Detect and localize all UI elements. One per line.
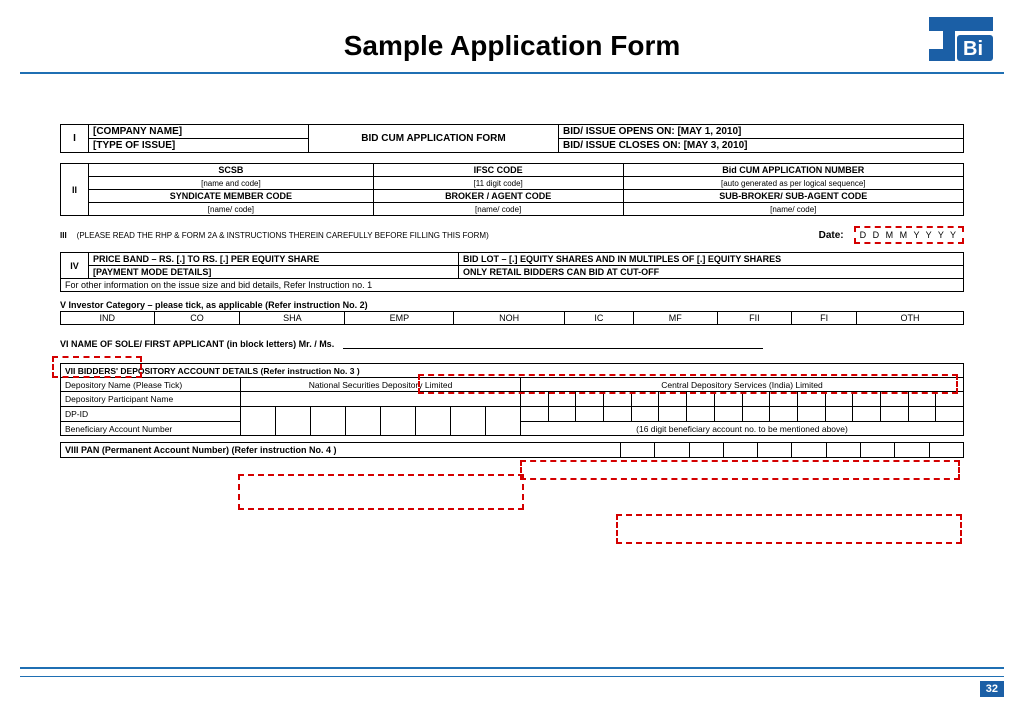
sec1-roman: I (61, 125, 89, 153)
sec2-s1c: [auto generated as per logical sequence] (623, 177, 963, 190)
sec5-label-text: V Investor Category – please tick, as ap… (60, 300, 368, 310)
sec2-roman: II (61, 164, 89, 216)
sec2-h3: Bid CUM APPLICATION NUMBER (623, 164, 963, 177)
sec2-s2b: [name/ code] (373, 203, 623, 216)
section-8-table: VIII PAN (Permanent Account Number) (Ref… (60, 442, 964, 458)
pan-grid[interactable] (621, 443, 964, 458)
sec7-r2-label: Depository Participant Name (61, 392, 241, 407)
date-mask: D D M M Y Y Y Y (860, 230, 958, 240)
sec7-r4-label: Beneficiary Account Number (61, 422, 241, 436)
section-6: VI NAME OF SOLE/ FIRST APPLICANT (in blo… (60, 339, 964, 349)
sec4-right1: BID LOT – [.] EQUITY SHARES AND IN MULTI… (459, 253, 964, 266)
svg-text:Bi: Bi (963, 38, 983, 60)
sec4-roman: IV (61, 253, 89, 279)
form-title: BID CUM APPLICATION FORM (309, 125, 559, 153)
page-number: 32 (980, 681, 1004, 697)
sec7-dpid-grid[interactable] (241, 407, 521, 436)
sec2-s1b: [11 digit code] (373, 177, 623, 190)
sec7-cdsl-note: (16 digit beneficiary account no. to be … (521, 422, 964, 436)
date-label: Date: (819, 230, 844, 241)
section-5-table: IND CO SHA EMP NOH IC MF FII FI OTH (60, 311, 964, 325)
sebi-logo: Bi (923, 15, 999, 70)
section-2-table: II SCSB IFSC CODE Bid CUM APPLICATION NU… (60, 163, 964, 216)
cat-mf[interactable]: MF (633, 312, 717, 325)
sec7-dpname-nsdl[interactable] (241, 392, 521, 407)
sec4-right2: ONLY RETAIL BIDDERS CAN BID AT CUT-OFF (459, 266, 964, 279)
footer-thin-rule (20, 676, 1004, 677)
form-area: I [COMPANY NAME] BID CUM APPLICATION FOR… (60, 124, 964, 458)
cat-noh[interactable]: NOH (454, 312, 565, 325)
sec2-h2: IFSC CODE (373, 164, 623, 177)
sec4-left2: [PAYMENT MODE DETAILS] (89, 266, 459, 279)
sec4-left1: PRICE BAND – RS. [.] TO RS. [.] PER EQUI… (89, 253, 459, 266)
sec2-h2b: BROKER / AGENT CODE (373, 190, 623, 203)
sec7-header: VII BIDDERS' DEPOSITORY ACCOUNT DETAILS … (61, 364, 964, 378)
sec4-footer: For other information on the issue size … (61, 279, 964, 292)
type-of-issue: [TYPE OF ISSUE] (89, 139, 309, 153)
section-7-table: VII BIDDERS' DEPOSITORY ACCOUNT DETAILS … (60, 363, 964, 436)
section-1-table: I [COMPANY NAME] BID CUM APPLICATION FOR… (60, 124, 964, 153)
sec7-nsdl[interactable]: National Securities Depository Limited (241, 378, 521, 392)
sec3-prefix: III (60, 231, 67, 240)
sec5-label: V Investor Category – please tick, as ap… (60, 300, 964, 310)
section-3: III (PLEASE READ THE RHP & FORM 2A & INS… (60, 226, 964, 244)
sec2-s2a: [name/ code] (89, 203, 374, 216)
sec8-label: VIII PAN (Permanent Account Number) (Ref… (61, 443, 621, 458)
sec7-cdsl-grid-2[interactable] (521, 407, 964, 422)
sec7-cdsl[interactable]: Central Depository Services (India) Limi… (521, 378, 964, 392)
sec2-s2c: [name/ code] (623, 203, 963, 216)
date-boxes[interactable]: D D M M Y Y Y Y (854, 226, 964, 244)
cat-co[interactable]: CO (154, 312, 240, 325)
sec7-r3-label: DP-ID (61, 407, 241, 422)
sec3-text: (PLEASE READ THE RHP & FORM 2A & INSTRUC… (77, 231, 489, 240)
footer-rule (20, 667, 1004, 669)
highlight-cdsl-grid (520, 460, 960, 480)
cat-sha[interactable]: SHA (240, 312, 345, 325)
sec7-r1-label: Depository Name (Please Tick) (61, 378, 241, 392)
highlight-pan (616, 514, 962, 544)
cat-ic[interactable]: IC (565, 312, 634, 325)
sec6-label: VI NAME OF SOLE/ FIRST APPLICANT (in blo… (60, 339, 334, 349)
sec2-h1: SCSB (89, 164, 374, 177)
cat-ind[interactable]: IND (61, 312, 155, 325)
sec2-h2a: SYNDICATE MEMBER CODE (89, 190, 374, 203)
issue-closes: BID/ ISSUE CLOSES ON: [MAY 3, 2010] (559, 139, 964, 153)
company-name: [COMPANY NAME] (89, 125, 309, 139)
sec2-h2c: SUB-BROKER/ SUB-AGENT CODE (623, 190, 963, 203)
section-4-table: IV PRICE BAND – RS. [.] TO RS. [.] PER E… (60, 252, 964, 292)
title-rule (20, 72, 1004, 74)
cat-fii[interactable]: FII (717, 312, 791, 325)
highlight-dpid (238, 474, 524, 510)
name-line[interactable] (343, 348, 763, 349)
issue-opens: BID/ ISSUE OPENS ON: [MAY 1, 2010] (559, 125, 964, 139)
cat-fi[interactable]: FI (792, 312, 857, 325)
sec7-cdsl-grid[interactable] (521, 392, 964, 407)
cat-emp[interactable]: EMP (345, 312, 454, 325)
sec2-s1a: [name and code] (89, 177, 374, 190)
cat-oth[interactable]: OTH (857, 312, 964, 325)
page-title: Sample Application Form (0, 0, 1024, 72)
